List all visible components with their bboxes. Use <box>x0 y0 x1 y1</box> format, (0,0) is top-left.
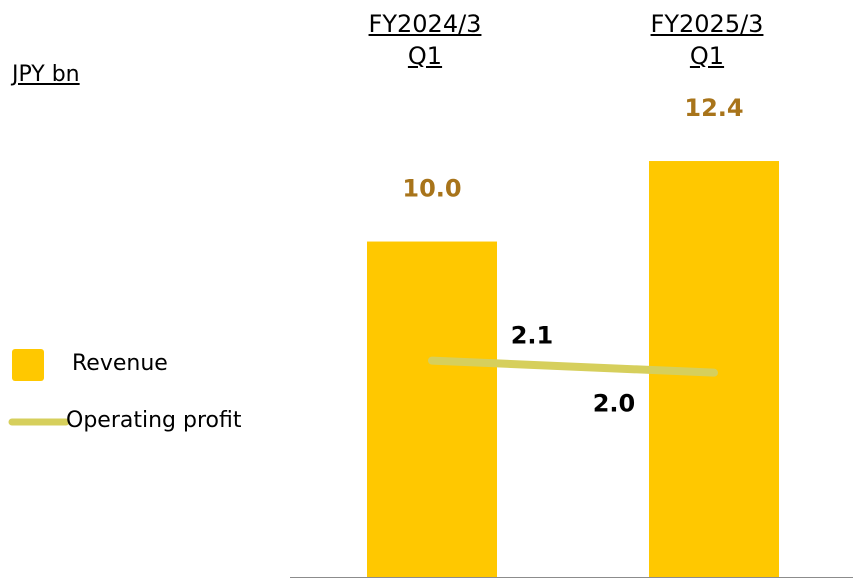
x-tick-label: FY2024/3 Q1 <box>368 10 482 70</box>
line <box>428 356 718 377</box>
bar <box>367 241 497 577</box>
legend-label: Operating profit <box>66 408 242 433</box>
line-value-label: 2.0 <box>593 390 636 418</box>
x-tick-label: FY2025/3 Q1 <box>650 10 764 70</box>
legend-label: Revenue <box>72 351 168 376</box>
line-value-label: 2.1 <box>511 322 554 350</box>
unit-label: JPY bn <box>12 62 80 87</box>
bar-value-label: 10.0 <box>402 175 461 203</box>
bar-value-label: 12.4 <box>684 94 743 122</box>
legend-swatch <box>12 349 44 381</box>
